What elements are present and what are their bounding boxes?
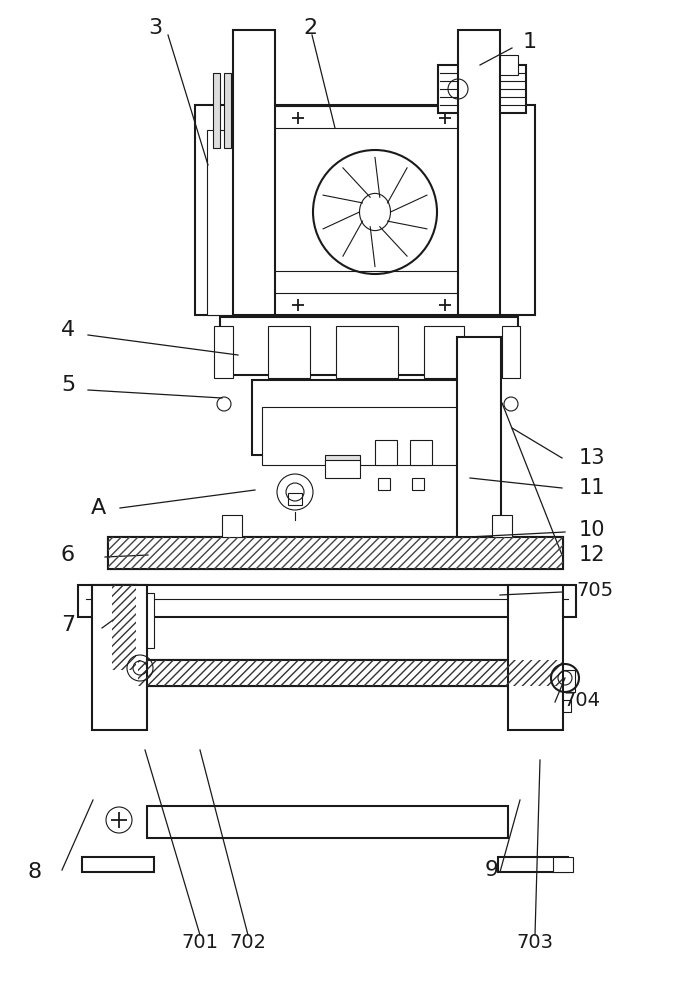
Text: 8: 8: [28, 862, 42, 882]
Bar: [457, 337, 501, 537]
Bar: [213, 73, 220, 148]
Bar: [502, 326, 520, 378]
Text: 701: 701: [182, 932, 219, 952]
Text: 7: 7: [61, 615, 75, 635]
Bar: [78, 585, 576, 617]
Bar: [126, 593, 154, 648]
Bar: [224, 73, 231, 148]
Bar: [272, 271, 464, 293]
Text: 9: 9: [485, 860, 499, 880]
Text: 1: 1: [523, 32, 537, 52]
Bar: [325, 455, 360, 465]
Bar: [458, 30, 500, 315]
Bar: [108, 537, 563, 569]
Bar: [268, 326, 310, 378]
Bar: [214, 326, 233, 378]
Bar: [252, 380, 472, 455]
Bar: [410, 446, 419, 455]
Bar: [207, 130, 239, 315]
Bar: [424, 326, 464, 378]
Text: 10: 10: [579, 520, 605, 540]
Bar: [370, 446, 379, 455]
Text: 3: 3: [148, 18, 162, 38]
Bar: [555, 670, 575, 692]
Bar: [112, 585, 136, 670]
Bar: [440, 446, 449, 455]
Text: 5: 5: [61, 375, 75, 395]
Bar: [272, 106, 464, 128]
Bar: [492, 515, 512, 537]
Text: A: A: [90, 498, 106, 518]
Bar: [108, 537, 563, 569]
Text: 705: 705: [577, 580, 614, 599]
Bar: [195, 105, 535, 315]
Bar: [508, 585, 563, 730]
Text: 12: 12: [579, 545, 605, 565]
Bar: [288, 493, 302, 505]
Bar: [138, 660, 562, 686]
Bar: [108, 537, 563, 569]
Bar: [410, 440, 432, 465]
Bar: [498, 857, 568, 872]
Bar: [138, 660, 562, 686]
Bar: [112, 585, 136, 670]
Text: 704: 704: [563, 690, 601, 710]
Bar: [112, 585, 136, 670]
Bar: [559, 700, 571, 712]
Bar: [220, 317, 518, 375]
Bar: [298, 446, 307, 455]
Bar: [438, 65, 526, 113]
Bar: [324, 446, 333, 455]
Text: 4: 4: [61, 320, 75, 340]
Bar: [325, 460, 360, 478]
Text: 703: 703: [517, 932, 554, 952]
Text: 702: 702: [230, 932, 266, 952]
Bar: [147, 806, 508, 838]
Bar: [272, 446, 281, 455]
Bar: [262, 407, 462, 465]
Bar: [92, 585, 147, 730]
Bar: [233, 30, 275, 315]
Text: 13: 13: [579, 448, 605, 468]
Bar: [82, 857, 154, 872]
Bar: [222, 515, 242, 537]
Bar: [138, 660, 562, 686]
Bar: [553, 857, 573, 872]
Bar: [378, 478, 390, 490]
Bar: [336, 326, 398, 378]
Bar: [412, 478, 424, 490]
Bar: [488, 55, 518, 75]
Text: 11: 11: [579, 478, 605, 498]
Bar: [375, 440, 397, 465]
Text: 2: 2: [303, 18, 317, 38]
Text: 6: 6: [61, 545, 75, 565]
